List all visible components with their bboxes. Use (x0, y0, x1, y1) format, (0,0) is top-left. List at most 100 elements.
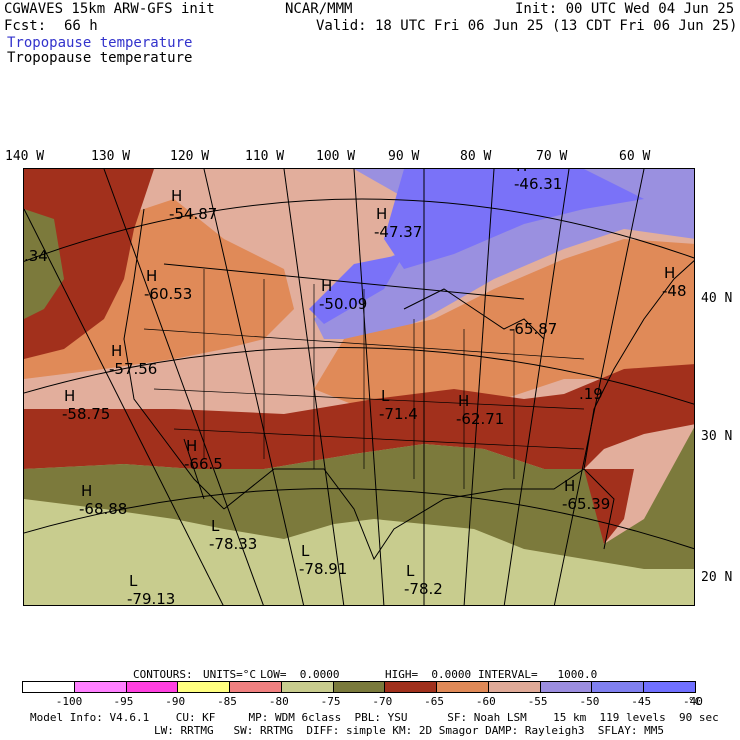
contours-units: UNITS=°C (203, 668, 256, 681)
map-extremum-letter: H (64, 387, 75, 405)
colorbar-tick-label: -80 (268, 695, 289, 708)
longitude-label: 80 W (460, 149, 492, 164)
map-extremum-value: -68.88 (79, 500, 127, 518)
map-extremum-letter: H (146, 267, 157, 285)
map-extremum-value: -58.75 (62, 405, 110, 423)
model-info-line-1: Model Info: V4.6.1 CU: KF MP: WDM 6class… (30, 711, 719, 724)
colorbar-swatch (487, 681, 541, 693)
map-extremum-value: -62.71 (456, 410, 504, 428)
map-extremum-value: .34 (24, 247, 48, 265)
colorbar-swatch (643, 681, 696, 693)
colorbar-swatch (177, 681, 231, 693)
state-boundaries (143, 269, 585, 489)
init-time: Init: 00 UTC Wed 04 Jun 25 (515, 1, 735, 17)
field-band-lavender (314, 169, 694, 339)
colorbar-swatch (73, 681, 127, 693)
field-band-khaki (24, 499, 694, 605)
contours-low: LOW= 0.0000 (260, 668, 340, 681)
map-labels: .34H-54.87H-47.37H-46.31H-60.53H-50.09H-… (24, 169, 687, 606)
colorbar-swatch (332, 681, 386, 693)
longitude-label: 100 W (316, 149, 356, 164)
latitude-label: 30 N (701, 429, 733, 444)
longitude-label: 140 W (5, 149, 45, 164)
latitude-label: 40 N (701, 291, 733, 306)
longitude-label: 120 W (170, 149, 210, 164)
field-band-salmon (314, 239, 694, 409)
colorbar-tick-label: -65 (424, 695, 445, 708)
colorbar-tick-label: -100 (55, 695, 83, 708)
map-extremum-value: -79.13 (127, 590, 175, 606)
field-band-blue (384, 169, 644, 269)
field-band-brick (24, 364, 694, 469)
field-title-primary: Tropopause temperature (7, 35, 193, 51)
colorbar-tick-label: -70 (372, 695, 393, 708)
colorbar-tick-label: -55 (527, 695, 548, 708)
field-band-olive (24, 209, 64, 319)
map-extremum-value: -78.91 (299, 560, 347, 578)
field-band-blue (309, 254, 404, 324)
map-extremum-value: -48 (662, 282, 687, 300)
map-extremum-letter: H (564, 477, 575, 495)
map-extremum-letter: H (111, 342, 122, 360)
map-extremum-value: -71.4 (379, 405, 418, 423)
colorbar-swatch (436, 681, 489, 693)
longitude-label: 90 W (388, 149, 420, 164)
map-extremum-letter: H (171, 187, 182, 205)
map-extremum-letter: L (211, 517, 220, 535)
colorbar-tick-label: -75 (320, 695, 341, 708)
map-extremum-letter: H (376, 205, 387, 223)
map-canvas: .34H-54.87H-47.37H-46.31H-60.53H-50.09H-… (24, 169, 694, 606)
map-extremum-value: -60.53 (144, 285, 192, 303)
map-extremum-letter: H (321, 277, 332, 295)
forecast-label: Fcst: (4, 18, 47, 34)
colorbar-tick-label: -95 (113, 695, 134, 708)
colorbar-tick-label: -40 (683, 695, 703, 708)
field-title-secondary: Tropopause temperature (7, 50, 193, 66)
map-extremum-value: -65.87 (509, 320, 557, 338)
colorbar-tick-label: -60 (475, 695, 496, 708)
map-extremum-letter: H (458, 392, 469, 410)
colorbar-swatch (384, 681, 438, 693)
colorbar-tick-label: -85 (217, 695, 237, 708)
map-extremum-letter: L (406, 562, 415, 580)
map-extremum-letter: L (301, 542, 310, 560)
map-extremum-value: -47.37 (374, 223, 422, 241)
map-extremum-value: -78.33 (209, 535, 257, 553)
model-title: CGWAVES 15km ARW-GFS init (4, 1, 215, 17)
map-extremum-value: -66.5 (184, 455, 223, 473)
longitude-label: 60 W (619, 149, 651, 164)
graticule (24, 169, 694, 605)
latitude-label: 20 N (701, 570, 733, 585)
map-extremum-letter: L (381, 387, 390, 405)
map-extremum-value: -46.31 (514, 175, 562, 193)
map-extremum-value: .19 (579, 385, 603, 403)
colorbar-swatch (539, 681, 593, 693)
colorbar-swatch (22, 681, 75, 693)
map-extremum-value: -54.87 (169, 205, 217, 223)
colorbar-swatch (280, 681, 334, 693)
coastlines (123, 208, 694, 561)
longitude-label: 130 W (91, 149, 131, 164)
map-extremum-value: -50.09 (319, 295, 367, 313)
contours-interval: INTERVAL= 1000.0 (478, 668, 598, 681)
map-extremum-value: -78.2 (404, 580, 443, 598)
map-extremum-value: -57.56 (109, 360, 157, 378)
center-label: NCAR/MMM (285, 1, 353, 17)
colorbar-unit: °C (688, 695, 702, 708)
map-extremum-letter: L (129, 572, 138, 590)
longitude-label: 70 W (536, 149, 568, 164)
forecast-hour: 66 h (64, 18, 98, 34)
map-extremum-letter: H (516, 169, 527, 175)
map-extremum-letter: H (186, 437, 197, 455)
map-extremum-value: -65.39 (562, 495, 610, 513)
model-info-line-2: LW: RRTMG SW: RRTMG DIFF: simple KM: 2D … (154, 724, 664, 737)
contours-label: CONTOURS: (133, 668, 193, 681)
colorbar-swatch (591, 681, 645, 693)
map-panel: .34H-54.87H-47.37H-46.31H-60.53H-50.09H-… (23, 168, 695, 606)
colorbar-tick-label: -45 (631, 695, 652, 708)
colorbar-swatch (229, 681, 282, 693)
colorbar-swatch (125, 681, 179, 693)
map-extremum-letter: H (81, 482, 92, 500)
contours-high: HIGH= 0.0000 (385, 668, 472, 681)
map-extremum-letter: H (664, 264, 675, 282)
